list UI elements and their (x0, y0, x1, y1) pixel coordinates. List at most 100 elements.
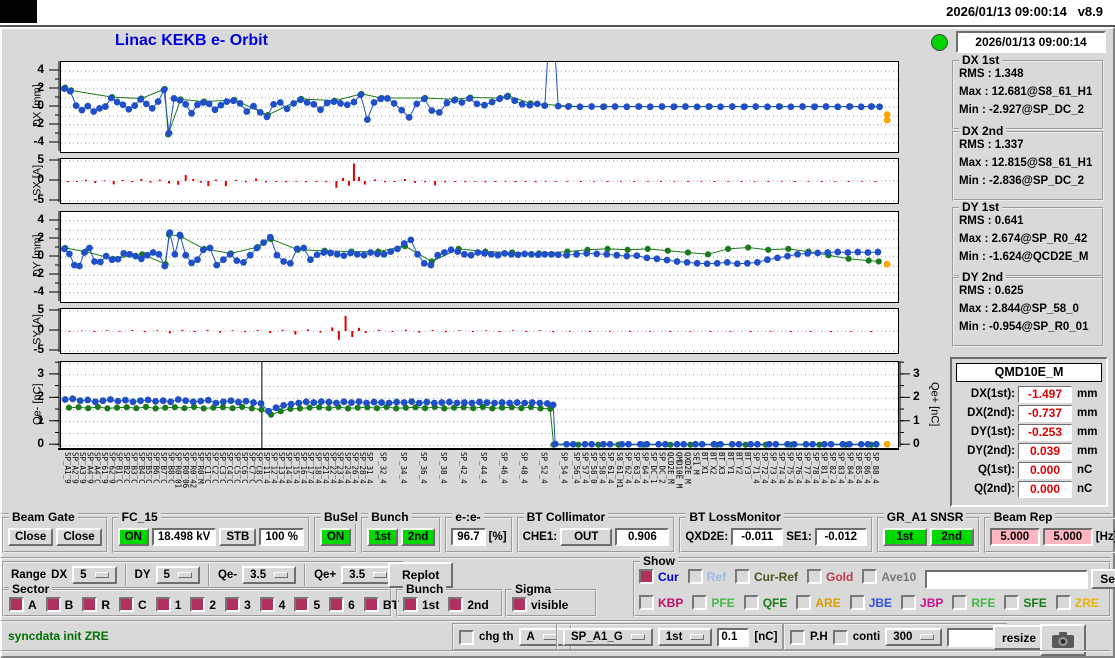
checkbox-c[interactable] (119, 597, 135, 612)
checkbox-cur[interactable] (639, 569, 654, 584)
checkbox-item-cur-ref: Cur-Ref (735, 569, 798, 584)
window-titlebar: 2026/01/13 09:00:14 v8.9 (0, 0, 1115, 27)
bpm-dropdown[interactable]: SP_A1_G (563, 628, 653, 646)
checkbox-zre[interactable] (1055, 595, 1071, 610)
bunch-dropdown[interactable]: 1st (657, 628, 713, 646)
conti-checkbox[interactable] (832, 629, 848, 645)
checkbox-a[interactable] (9, 597, 24, 612)
checkbox-label: 1 (174, 597, 182, 612)
bpm-label: SP_73_4 (768, 452, 778, 484)
bpm-label: SP_B1_C (114, 452, 124, 484)
checkbox-rfe[interactable] (952, 595, 968, 610)
gra1-1st-button[interactable]: 1st (882, 528, 927, 546)
checkbox-item-5: 5 (294, 597, 320, 612)
beam-rep-value-1: 5.000 (989, 528, 1040, 546)
collimator-value: 0.906 (615, 528, 670, 546)
control-row-status: Beam Gate Close Close FC_15 ON 18.498 kV… (2, 511, 1115, 553)
checkbox-jbe[interactable] (849, 595, 865, 610)
beam-gate-close-1-button[interactable]: Close (8, 528, 54, 546)
checkbox-kbp[interactable] (639, 595, 654, 610)
resize-button[interactable]: resize (993, 625, 1046, 650)
beam-rep-hz-unit: [Hz] (1095, 531, 1115, 543)
checkbox-4[interactable] (259, 597, 275, 612)
aux-input[interactable] (947, 627, 1002, 647)
bpm-label: SP_R0_M (195, 452, 205, 484)
checkbox-2nd[interactable] (448, 597, 464, 612)
sy-plot[interactable] (60, 308, 899, 354)
checkbox-item-a: A (9, 597, 37, 612)
stat-min: Min : -1.624@QCD2E_M (959, 251, 1089, 263)
range-qep-dropdown[interactable]: 3.5 (341, 566, 396, 584)
ee-ratio-value: 96.7 (451, 528, 486, 546)
fc15-percent-value: 100 % (259, 528, 304, 546)
checkbox-r[interactable] (82, 597, 98, 612)
charge-threshold-input[interactable] (717, 627, 750, 647)
bunch-2nd-button[interactable]: 2nd (400, 528, 436, 546)
checkbox-b[interactable] (45, 597, 61, 612)
bpm-label: SP_B3_C (129, 452, 139, 484)
checkbox-bt[interactable] (363, 597, 379, 612)
checkbox-item-4: 4 (259, 597, 285, 612)
se1-value: -0.012 (814, 528, 867, 546)
bpm-label: BT_X3 (717, 452, 727, 475)
bpm-label: SP_C8_C (254, 452, 264, 484)
camera-icon (1052, 632, 1074, 648)
checkbox-item-b: B (45, 597, 73, 612)
bpm-axis-labels: SP_A1_9 SP_A2_9 SP_A3_9 SP_A4_9 SP_A4_C SP_61… (60, 452, 900, 511)
checkbox-3[interactable] (225, 597, 241, 612)
checkbox-gold[interactable] (807, 569, 823, 584)
checkbox-1[interactable] (155, 597, 171, 612)
fc15-on-button[interactable]: ON (117, 528, 149, 546)
bpm-label: SP_58_0 (589, 452, 599, 484)
checkbox-label: RFE (971, 595, 996, 610)
che1-out-button[interactable]: OUT (560, 528, 613, 546)
qe-plot[interactable] (60, 361, 899, 449)
gra1-2nd-button[interactable]: 2nd (929, 528, 974, 546)
checkbox-ref[interactable] (687, 569, 703, 584)
bpm-label: SP_B6_C (151, 452, 161, 484)
checkbox-label: Cur (658, 569, 679, 584)
window-corner-box (0, 0, 37, 23)
checkbox-are[interactable] (796, 595, 812, 610)
status-message: syncdata init ZRE (8, 629, 109, 643)
checkbox-cur-ref[interactable] (735, 569, 751, 584)
dy-plot[interactable] (60, 211, 899, 303)
bpm-label: SP_77_4 (802, 452, 812, 484)
range-qem-dropdown[interactable]: 3.5 (242, 566, 297, 584)
checkbox-ave10[interactable] (862, 569, 878, 584)
dy-plot-svg (61, 220, 898, 294)
checkbox-qfe[interactable] (743, 595, 759, 610)
bpm-label: SP_C7_C (247, 452, 257, 484)
checkbox-5[interactable] (294, 597, 310, 612)
checkbox-sfe[interactable] (1004, 595, 1020, 610)
checkbox-pfe[interactable] (692, 595, 708, 610)
points-dropdown[interactable]: 300 (885, 628, 943, 646)
checkbox-jbp[interactable] (901, 595, 917, 610)
checkbox-6[interactable] (329, 597, 345, 612)
bpm-label: SP_52_4 (539, 452, 549, 484)
bpm-label: SP_26_4 (350, 452, 360, 484)
dx-plot[interactable] (60, 61, 899, 153)
busel-on-button[interactable]: ON (319, 528, 352, 546)
monitor-row: DY(2nd): 0.039 mm (967, 442, 1098, 460)
ph-checkbox[interactable] (790, 629, 805, 645)
monitor-value: 0.039 (1018, 442, 1072, 460)
checkbox-2[interactable] (190, 597, 206, 612)
checkbox-visible[interactable] (512, 597, 527, 612)
group-sector: Sector A B R C 1 2 3 4 5 6 BT (2, 583, 399, 617)
chg-th-checkbox[interactable] (459, 629, 474, 645)
range-dy-dropdown[interactable]: 5 (155, 566, 200, 584)
bunch-1st-button[interactable]: 1st (367, 528, 398, 546)
checkbox-1st[interactable] (403, 597, 418, 612)
ref-name-input[interactable] (925, 569, 1089, 589)
range-dx-dropdown[interactable]: 5 (72, 566, 117, 584)
fc15-stb-button[interactable]: STB (219, 528, 257, 546)
qxd2e-label: QXD2E: (685, 531, 729, 543)
beam-gate-close-2-button[interactable]: Close (56, 528, 102, 546)
bpm-label: SP_R0_06 (181, 452, 191, 489)
sx-plot[interactable] (60, 158, 899, 204)
set-ref-button[interactable]: Set Ref (1091, 569, 1115, 589)
group-fc15: FC_15 ON 18.498 kV STB 100 % (111, 511, 310, 553)
bpm-label: SP_88_4 (870, 452, 880, 484)
checkbox-item-visible: visible (512, 597, 568, 612)
